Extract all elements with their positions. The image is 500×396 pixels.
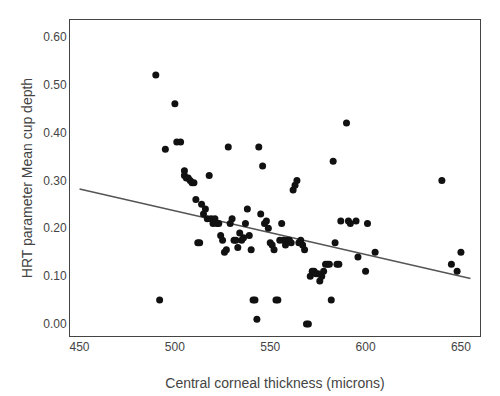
svg-text:HRT parameter Mean cup depth: HRT parameter Mean cup depth [19, 78, 35, 278]
svg-text:650: 650 [451, 340, 471, 354]
svg-text:0.60: 0.60 [43, 30, 67, 44]
svg-text:0.20: 0.20 [43, 221, 67, 235]
svg-text:0.00: 0.00 [43, 317, 67, 331]
svg-text:500: 500 [165, 340, 185, 354]
svg-text:0.50: 0.50 [43, 78, 67, 92]
svg-text:0.40: 0.40 [43, 126, 67, 140]
svg-text:550: 550 [260, 340, 280, 354]
svg-text:450: 450 [70, 340, 90, 354]
svg-text:0.30: 0.30 [43, 174, 67, 188]
svg-text:600: 600 [356, 340, 376, 354]
svg-text:Central corneal thickness (mic: Central corneal thickness (microns) [165, 375, 384, 391]
svg-text:0.10: 0.10 [43, 269, 67, 283]
